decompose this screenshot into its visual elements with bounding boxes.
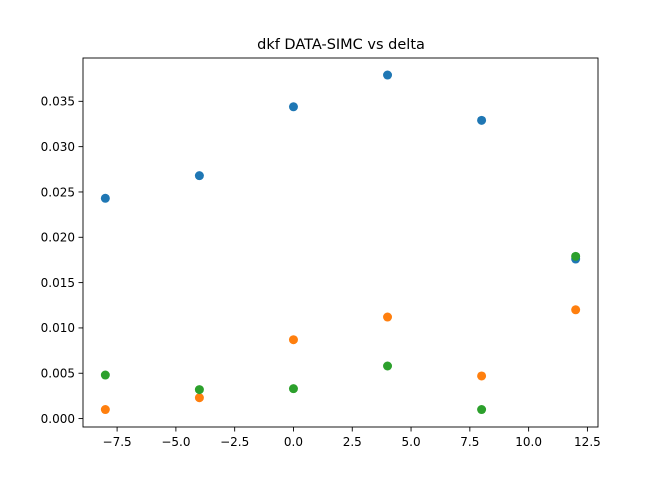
x-tick-label: −7.5 — [103, 435, 132, 449]
data-point-series-1 — [288, 102, 298, 112]
axes: −7.5 −5.0 −2.5 0.0 2.5 5.0 7.5 10.0 12.5 0.000 0.0… — [41, 57, 601, 449]
data-point-series-2 — [571, 305, 581, 315]
data-point-series-3 — [288, 384, 298, 394]
plot-marks — [100, 70, 581, 415]
data-point-series-2 — [477, 371, 487, 381]
y-tick-label: 0.010 — [41, 321, 75, 335]
data-point-series-1 — [477, 115, 487, 125]
y-tick-label: 0.020 — [41, 231, 75, 245]
data-point-series-3 — [571, 251, 581, 261]
data-point-series-3 — [383, 361, 393, 371]
x-tick-label: −5.0 — [161, 435, 190, 449]
data-point-series-2 — [288, 335, 298, 345]
x-tick-label: 12.5 — [574, 435, 601, 449]
x-tick-label: 10.0 — [515, 435, 542, 449]
data-point-series-2 — [383, 312, 393, 322]
data-point-series-2 — [100, 405, 110, 415]
x-tick-label: 2.5 — [343, 435, 362, 449]
y-tick-label: 0.000 — [41, 412, 75, 426]
plot-frame — [82, 57, 599, 428]
y-tick-label: 0.015 — [41, 276, 75, 290]
data-point-series-1 — [100, 193, 110, 203]
x-tick-label: 5.0 — [402, 435, 421, 449]
data-point-series-3 — [194, 385, 204, 395]
data-point-series-3 — [100, 370, 110, 380]
y-tick-label: 0.025 — [41, 185, 75, 199]
y-tick-label: 0.030 — [41, 140, 75, 154]
x-tick-label: 7.5 — [460, 435, 479, 449]
data-point-series-2 — [194, 393, 204, 403]
data-point-series-1 — [383, 70, 393, 80]
chart-title: dkf DATA-SIMC vs delta — [257, 37, 425, 53]
data-point-series-1 — [194, 171, 204, 181]
y-tick-label: 0.035 — [41, 95, 75, 109]
data-point-series-3 — [477, 405, 487, 415]
x-tick-label: 0.0 — [284, 435, 303, 449]
x-tick-label: −2.5 — [220, 435, 249, 449]
y-tick-label: 0.005 — [41, 367, 75, 381]
